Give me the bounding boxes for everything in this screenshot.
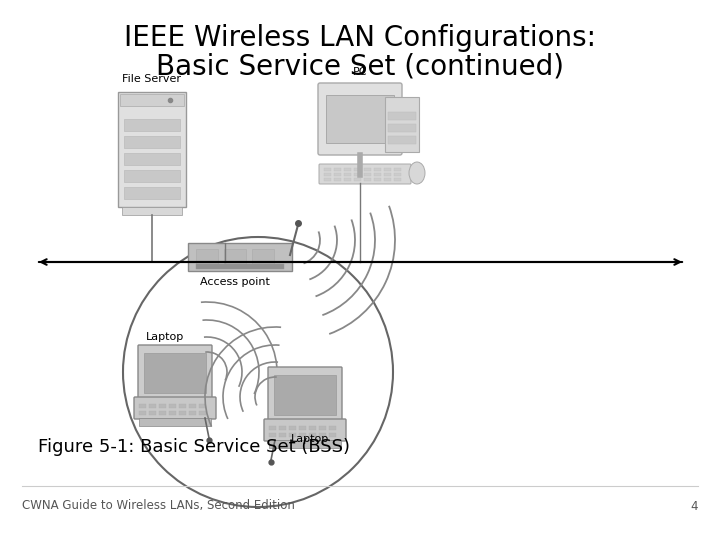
FancyBboxPatch shape	[138, 345, 212, 399]
FancyBboxPatch shape	[224, 249, 246, 265]
FancyBboxPatch shape	[124, 187, 180, 199]
FancyBboxPatch shape	[318, 83, 402, 155]
FancyBboxPatch shape	[196, 264, 284, 269]
FancyBboxPatch shape	[354, 178, 361, 181]
FancyBboxPatch shape	[139, 404, 146, 408]
FancyBboxPatch shape	[159, 404, 166, 408]
FancyBboxPatch shape	[139, 418, 211, 426]
Text: PC: PC	[353, 67, 367, 77]
FancyBboxPatch shape	[159, 411, 166, 415]
Text: Laptop: Laptop	[291, 434, 329, 444]
Text: Basic Service Set (continued): Basic Service Set (continued)	[156, 52, 564, 80]
FancyBboxPatch shape	[124, 136, 180, 148]
FancyBboxPatch shape	[394, 173, 401, 176]
FancyBboxPatch shape	[269, 440, 341, 448]
FancyBboxPatch shape	[374, 173, 381, 176]
FancyBboxPatch shape	[120, 94, 184, 106]
FancyBboxPatch shape	[196, 249, 218, 265]
FancyBboxPatch shape	[324, 168, 331, 171]
Text: IEEE Wireless LAN Configurations:: IEEE Wireless LAN Configurations:	[124, 24, 596, 52]
FancyBboxPatch shape	[279, 433, 286, 437]
FancyBboxPatch shape	[179, 411, 186, 415]
FancyBboxPatch shape	[374, 168, 381, 171]
FancyBboxPatch shape	[334, 173, 341, 176]
FancyBboxPatch shape	[289, 426, 296, 430]
FancyBboxPatch shape	[388, 124, 416, 132]
FancyBboxPatch shape	[319, 426, 326, 430]
FancyBboxPatch shape	[199, 404, 206, 408]
Ellipse shape	[409, 162, 425, 184]
FancyBboxPatch shape	[384, 178, 391, 181]
FancyBboxPatch shape	[189, 404, 196, 408]
FancyBboxPatch shape	[309, 433, 316, 437]
FancyBboxPatch shape	[149, 411, 156, 415]
FancyBboxPatch shape	[124, 119, 180, 131]
FancyBboxPatch shape	[319, 433, 326, 437]
FancyBboxPatch shape	[344, 168, 351, 171]
FancyBboxPatch shape	[319, 164, 411, 184]
FancyBboxPatch shape	[384, 173, 391, 176]
FancyBboxPatch shape	[324, 173, 331, 176]
FancyBboxPatch shape	[329, 433, 336, 437]
FancyBboxPatch shape	[344, 178, 351, 181]
Text: CWNA Guide to Wireless LANs, Second Edition: CWNA Guide to Wireless LANs, Second Edit…	[22, 500, 295, 512]
FancyBboxPatch shape	[299, 426, 306, 430]
FancyBboxPatch shape	[124, 153, 180, 165]
FancyBboxPatch shape	[326, 95, 394, 143]
FancyBboxPatch shape	[394, 178, 401, 181]
FancyBboxPatch shape	[269, 433, 276, 437]
FancyBboxPatch shape	[188, 243, 292, 271]
FancyBboxPatch shape	[264, 419, 346, 441]
FancyBboxPatch shape	[169, 411, 176, 415]
FancyBboxPatch shape	[268, 367, 342, 421]
FancyBboxPatch shape	[388, 136, 416, 144]
FancyBboxPatch shape	[169, 404, 176, 408]
Text: File Server: File Server	[122, 74, 181, 84]
FancyBboxPatch shape	[289, 433, 296, 437]
FancyBboxPatch shape	[384, 168, 391, 171]
FancyBboxPatch shape	[324, 178, 331, 181]
FancyBboxPatch shape	[334, 168, 341, 171]
FancyBboxPatch shape	[385, 97, 419, 152]
FancyBboxPatch shape	[179, 404, 186, 408]
FancyBboxPatch shape	[144, 353, 206, 393]
Text: Figure 5-1: Basic Service Set (BSS): Figure 5-1: Basic Service Set (BSS)	[38, 438, 350, 456]
FancyBboxPatch shape	[388, 112, 416, 120]
FancyBboxPatch shape	[149, 404, 156, 408]
FancyBboxPatch shape	[334, 178, 341, 181]
FancyBboxPatch shape	[189, 411, 196, 415]
FancyBboxPatch shape	[354, 168, 361, 171]
FancyBboxPatch shape	[274, 375, 336, 415]
FancyBboxPatch shape	[252, 249, 274, 265]
FancyBboxPatch shape	[124, 170, 180, 182]
FancyBboxPatch shape	[329, 426, 336, 430]
Text: Access point: Access point	[200, 277, 270, 287]
Text: 4: 4	[690, 500, 698, 512]
FancyBboxPatch shape	[340, 172, 380, 182]
FancyBboxPatch shape	[354, 173, 361, 176]
FancyBboxPatch shape	[118, 92, 186, 207]
FancyBboxPatch shape	[122, 207, 182, 215]
FancyBboxPatch shape	[299, 433, 306, 437]
FancyBboxPatch shape	[309, 426, 316, 430]
FancyBboxPatch shape	[134, 397, 216, 419]
FancyBboxPatch shape	[279, 426, 286, 430]
Text: Laptop: Laptop	[146, 332, 184, 342]
FancyBboxPatch shape	[344, 173, 351, 176]
FancyBboxPatch shape	[364, 168, 371, 171]
FancyBboxPatch shape	[364, 173, 371, 176]
FancyBboxPatch shape	[199, 411, 206, 415]
FancyBboxPatch shape	[394, 168, 401, 171]
FancyBboxPatch shape	[269, 426, 276, 430]
FancyBboxPatch shape	[374, 178, 381, 181]
FancyBboxPatch shape	[139, 411, 146, 415]
FancyBboxPatch shape	[364, 178, 371, 181]
